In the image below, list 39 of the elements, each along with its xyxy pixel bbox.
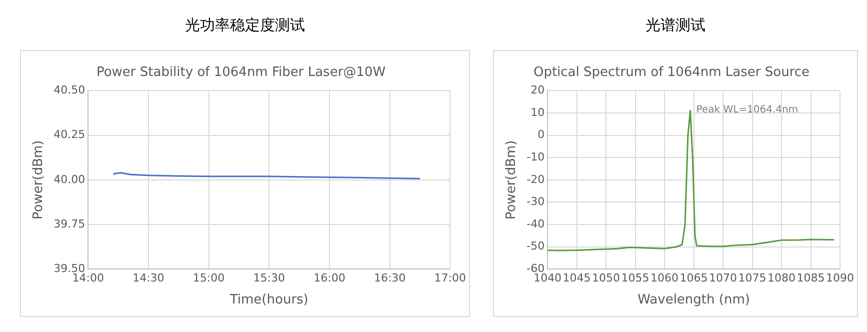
x-tick-label: 1065	[680, 272, 708, 285]
x-tick-label: 1085	[796, 272, 825, 285]
chart-title: 光功率稳定度测试	[184, 15, 306, 36]
x-axis-title: Wavelength (nm)	[638, 292, 750, 308]
y-tick-label: 40.25	[54, 128, 86, 142]
y-tick-label: 40.00	[54, 172, 86, 186]
x-tick-label: 1075	[738, 272, 766, 285]
x-tick-label: 14:00	[72, 272, 104, 285]
y-tick-label: 20	[530, 83, 545, 96]
x-tick-label: 16:00	[314, 272, 346, 285]
x-tick-label: 1050	[592, 272, 620, 285]
x-tick-label: 1045	[562, 272, 591, 285]
x-tick-label: 1090	[826, 272, 854, 285]
x-tick-label: 16:30	[374, 272, 406, 285]
chart-subtitle: Optical Spectrum of 1064nm Laser Source	[533, 65, 810, 80]
x-tick-label: 1055	[621, 272, 650, 285]
y-tick-label: -50	[526, 240, 545, 253]
y-tick-label: -20	[526, 172, 545, 186]
x-tick-label: 15:30	[253, 272, 285, 285]
annotation: Peak WL=1064.4nm	[696, 104, 798, 116]
y-tick-label: 39.75	[54, 217, 86, 230]
x-tick-label: 17:00	[434, 272, 466, 285]
chart-subtitle: Power Stability of 1064nm Fiber Laser@10W	[96, 65, 386, 80]
x-axis-title: Time(hours)	[228, 292, 308, 308]
y-tick-label: -10	[526, 150, 545, 164]
y-tick-label: -30	[526, 195, 545, 208]
x-tick-label: 14:30	[132, 272, 164, 285]
y-tick-label: -40	[526, 217, 545, 230]
x-tick-label: 15:00	[192, 272, 225, 285]
x-tick-label: 1070	[709, 272, 738, 285]
y-axis-title: Power(dBm)	[504, 140, 520, 220]
chart-title: 光谱测试	[644, 15, 706, 36]
x-tick-label: 1080	[768, 272, 796, 285]
x-tick-label: 1040	[534, 272, 562, 285]
y-tick-label: 0	[538, 128, 545, 142]
y-axis-title: Power(dBm)	[31, 140, 46, 220]
y-tick-label: 40.50	[54, 83, 86, 96]
y-tick-label: 10	[530, 106, 545, 119]
x-tick-label: 1060	[650, 272, 679, 285]
